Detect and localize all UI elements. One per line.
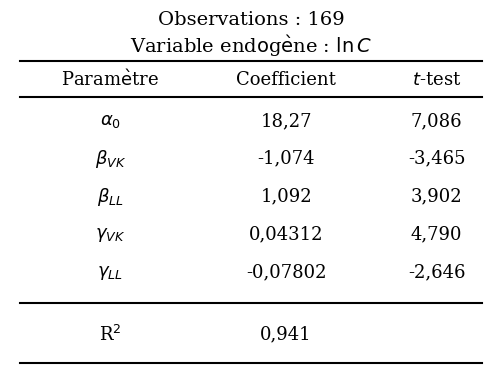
- Text: 3,902: 3,902: [410, 188, 461, 206]
- Text: -1,074: -1,074: [257, 150, 314, 168]
- Text: 18,27: 18,27: [260, 112, 311, 130]
- Text: $t$-test: $t$-test: [411, 71, 460, 89]
- Text: $\gamma_{VK}$: $\gamma_{VK}$: [95, 226, 125, 244]
- Text: $\beta_{VK}$: $\beta_{VK}$: [95, 148, 126, 170]
- Text: $\alpha_0$: $\alpha_0$: [100, 112, 121, 130]
- Text: Variable end$\mathrm{o}$g$\mathrm{\grave{e}}$ne$\ $: $\ln C$: Variable end$\mathrm{o}$g$\mathrm{\grave…: [130, 33, 371, 60]
- Text: 1,092: 1,092: [260, 188, 311, 206]
- Text: $\gamma_{LL}$: $\gamma_{LL}$: [97, 264, 123, 282]
- Text: Observations : 169: Observations : 169: [157, 12, 344, 29]
- Text: -3,465: -3,465: [407, 150, 464, 168]
- Text: 0,941: 0,941: [260, 326, 311, 344]
- Text: 0,04312: 0,04312: [248, 226, 323, 244]
- Text: $\beta_{LL}$: $\beta_{LL}$: [97, 186, 124, 208]
- Text: Param$\mathrm{\grave{e}}$tre: Param$\mathrm{\grave{e}}$tre: [61, 70, 159, 90]
- Text: Coefficient: Coefficient: [236, 71, 335, 89]
- Text: -2,646: -2,646: [407, 264, 464, 282]
- Text: -0,07802: -0,07802: [245, 264, 326, 282]
- Text: 4,790: 4,790: [410, 226, 461, 244]
- Text: R$^2$: R$^2$: [99, 325, 121, 345]
- Text: 7,086: 7,086: [410, 112, 461, 130]
